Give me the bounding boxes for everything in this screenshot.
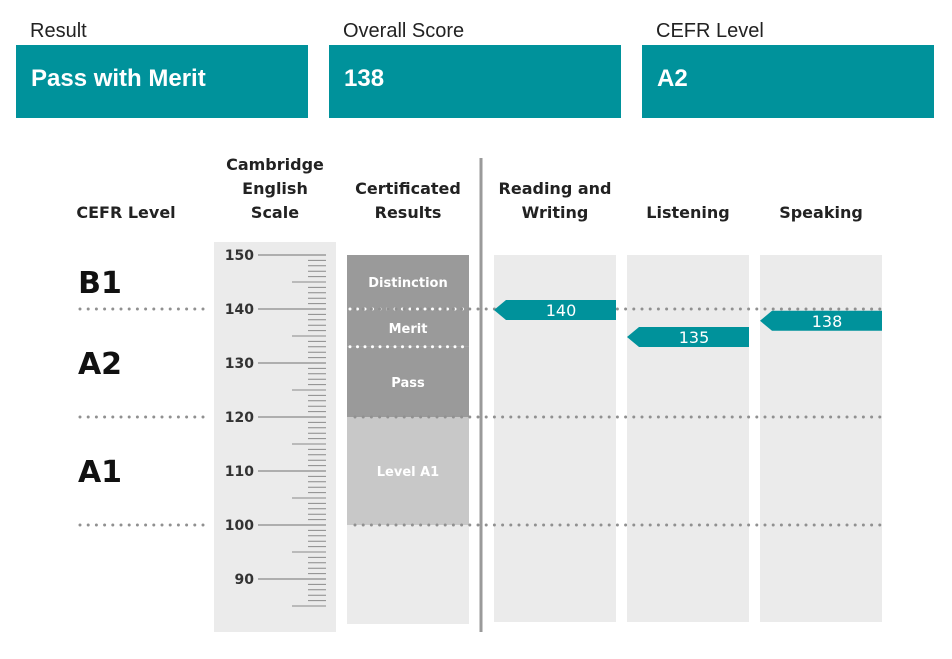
scale-panel	[214, 242, 336, 632]
cefr-level-b1: B1	[78, 266, 122, 301]
cefr-label: CEFR Level	[656, 20, 764, 42]
band-label-merit: Merit	[389, 322, 428, 337]
result-box: Pass with Merit	[16, 45, 308, 118]
score-value: 138	[344, 65, 385, 92]
scale-label-150: 150	[225, 248, 254, 264]
band-pass	[347, 346, 469, 417]
header-listening: Listening	[646, 203, 730, 222]
band-distinction	[347, 255, 469, 309]
band-label-level-a1: Level A1	[377, 465, 439, 480]
header-cambridge-scale: Cambridge English Scale	[226, 155, 324, 222]
score-arrow-listening	[627, 327, 749, 347]
scale-label-110: 110	[225, 464, 254, 480]
scale-label-140: 140	[225, 302, 254, 318]
listening-panel	[627, 255, 749, 622]
score-arrow-speaking	[760, 310, 882, 331]
cefr-box: A2	[642, 45, 934, 118]
cefr-value: A2	[657, 65, 688, 92]
cefr-level-a2: A2	[78, 347, 122, 382]
scale-label-130: 130	[225, 356, 254, 372]
result-value: Pass with Merit	[31, 65, 206, 92]
scale-label-120: 120	[225, 410, 254, 426]
band-merit	[347, 309, 469, 347]
header-speaking: Speaking	[779, 203, 863, 222]
scale-label-90: 90	[235, 572, 255, 588]
score-label-listening: 135	[679, 328, 710, 347]
scale-label-100: 100	[225, 518, 254, 534]
score-arrow-reading-and-writing	[494, 300, 616, 320]
header-reading-writing: Reading and Writing	[498, 179, 612, 222]
band-level-a1	[347, 417, 469, 525]
header-cefr-level: CEFR Level	[76, 203, 176, 222]
score-label: Overall Score	[343, 20, 465, 42]
cefr-level-a1: A1	[78, 455, 122, 490]
result-label: Result	[30, 20, 87, 42]
band-label-distinction: Distinction	[368, 276, 447, 291]
header-certificated-results: Certificated Results	[355, 179, 461, 222]
score-label-speaking: 138	[812, 312, 843, 331]
score-label-reading-and-writing: 140	[546, 301, 577, 320]
band-label-pass: Pass	[391, 376, 425, 391]
score-box: 138	[329, 45, 621, 118]
